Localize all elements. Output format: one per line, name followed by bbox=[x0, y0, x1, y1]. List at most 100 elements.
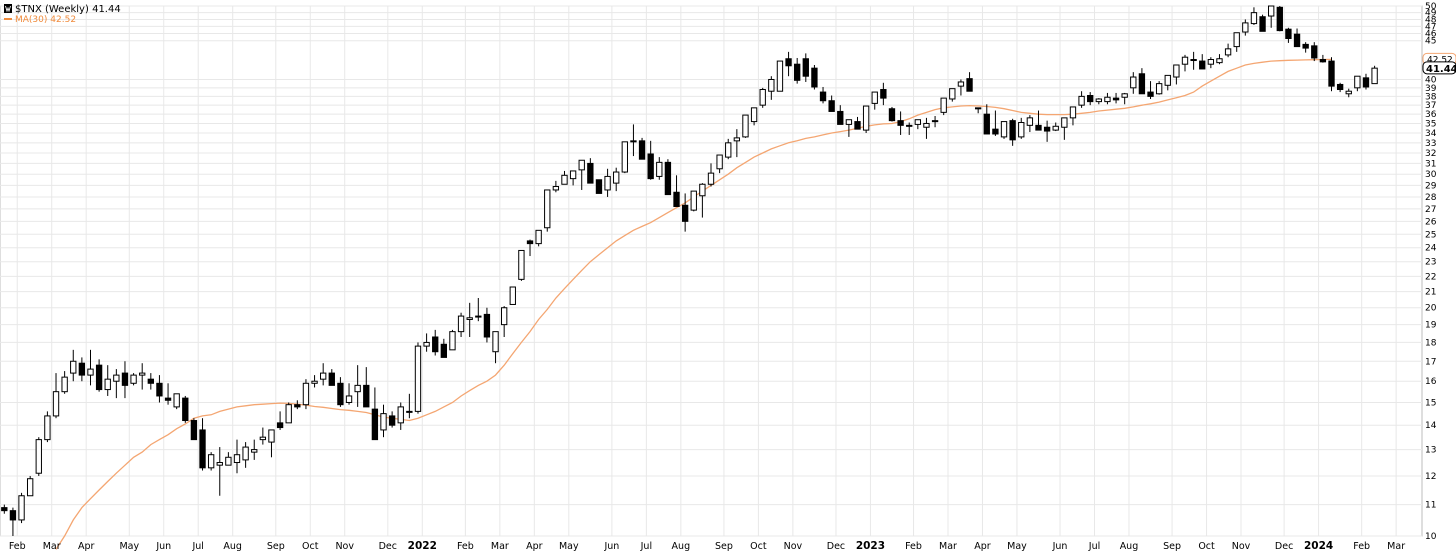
x-tick-label: Aug bbox=[1120, 541, 1139, 552]
candle-body-up bbox=[940, 97, 947, 113]
candle bbox=[768, 76, 775, 100]
candle bbox=[1216, 54, 1223, 65]
candle-body-up bbox=[776, 60, 784, 92]
candle bbox=[35, 437, 42, 476]
candle-body-up bbox=[242, 446, 249, 461]
candle bbox=[199, 418, 206, 471]
candle bbox=[811, 64, 818, 90]
candle bbox=[130, 373, 137, 386]
candle bbox=[613, 167, 620, 192]
candle bbox=[733, 129, 741, 158]
candle-body-down bbox=[595, 179, 603, 194]
candle-body-up bbox=[492, 331, 499, 353]
candle-body-up bbox=[535, 229, 542, 245]
y-tick-label: 20 bbox=[1425, 304, 1437, 314]
y-tick-label: 25 bbox=[1425, 230, 1436, 240]
candle bbox=[414, 342, 422, 414]
candle bbox=[621, 141, 628, 174]
candle-body-up bbox=[630, 140, 637, 143]
candle-body-up bbox=[750, 107, 758, 123]
candle bbox=[750, 107, 758, 126]
candle-body-down bbox=[837, 110, 844, 125]
candle bbox=[509, 286, 516, 305]
candle bbox=[940, 97, 947, 116]
candle bbox=[578, 159, 585, 190]
candle-body-up bbox=[974, 107, 982, 110]
candle bbox=[992, 110, 999, 136]
ma-badge-text: 42.52 bbox=[1427, 55, 1453, 65]
candle bbox=[794, 57, 801, 84]
y-tick-label: 21 bbox=[1425, 288, 1436, 298]
candle-body-down bbox=[647, 153, 654, 180]
candle-body-down bbox=[9, 510, 17, 521]
candle bbox=[1164, 74, 1171, 91]
candle bbox=[1130, 72, 1137, 94]
y-axis: 10 11 12 13 14 15 16 17 18 19 20 21 22 23 24 25 26 27 28 29… bbox=[1425, 2, 1437, 542]
candle-body-down bbox=[1087, 95, 1094, 103]
candle bbox=[371, 387, 379, 441]
candle-body-up bbox=[656, 161, 663, 177]
candle-body-down bbox=[897, 120, 904, 126]
candle bbox=[880, 82, 887, 106]
candle bbox=[914, 119, 922, 130]
candle-body-down bbox=[681, 204, 689, 222]
candle-body-up bbox=[113, 374, 120, 382]
candle-body-up bbox=[1018, 122, 1025, 138]
candle bbox=[1087, 92, 1094, 106]
candle bbox=[173, 393, 180, 410]
x-tick-label: 2022 bbox=[408, 540, 437, 552]
candle-body-up bbox=[225, 456, 232, 466]
candle bbox=[1078, 91, 1085, 108]
candle-body-up bbox=[1207, 59, 1215, 65]
candle-body-up bbox=[104, 378, 111, 391]
candle-body-down bbox=[147, 378, 154, 384]
y-tick-label: 35 bbox=[1425, 119, 1436, 129]
last-value-badge: 41.44 bbox=[1422, 61, 1456, 75]
candle-body-up bbox=[500, 307, 508, 326]
candle bbox=[1328, 57, 1335, 92]
candle bbox=[638, 137, 646, 160]
candle bbox=[949, 88, 956, 102]
candle bbox=[1155, 81, 1163, 95]
candle bbox=[595, 179, 603, 194]
candle-body-up bbox=[1000, 121, 1008, 138]
candle-body-up bbox=[862, 105, 870, 131]
y-tick-label: 17 bbox=[1425, 357, 1436, 367]
y-tick-label: 23 bbox=[1425, 258, 1436, 268]
ma-legend: MA(30) 42.52 bbox=[15, 15, 76, 25]
candle bbox=[630, 124, 637, 157]
candle-body-down bbox=[337, 382, 344, 406]
x-tick-label: Sep bbox=[1163, 541, 1181, 552]
candle-body-down bbox=[673, 191, 680, 207]
candle bbox=[259, 427, 267, 445]
candle-body-up bbox=[707, 172, 715, 185]
candle bbox=[380, 404, 387, 438]
candle bbox=[294, 400, 301, 410]
candle-body-up bbox=[449, 331, 456, 351]
candle bbox=[664, 159, 672, 196]
title-text: $TNX (Weekly) bbox=[15, 4, 89, 15]
candle-body-up bbox=[569, 170, 577, 180]
candle-body-up bbox=[302, 382, 310, 406]
candle-body-up bbox=[345, 395, 353, 403]
candle bbox=[707, 163, 715, 187]
x-tick-label: Mar bbox=[43, 541, 61, 552]
x-tick-label: Apr bbox=[974, 541, 991, 552]
candle-body-down bbox=[664, 161, 672, 196]
candle-body-up bbox=[871, 91, 878, 104]
candle-body-up bbox=[1121, 93, 1128, 98]
candle-body-up bbox=[561, 174, 568, 185]
candle-body-up bbox=[544, 189, 551, 229]
y-tick-label: 19 bbox=[1425, 321, 1437, 331]
candle bbox=[906, 122, 913, 135]
candle-body-down bbox=[931, 120, 939, 123]
candle bbox=[1095, 98, 1102, 105]
candle bbox=[492, 331, 499, 364]
y-tick-label: 47 bbox=[1425, 22, 1436, 32]
candle-body-down bbox=[802, 58, 809, 77]
candle bbox=[1000, 121, 1008, 139]
candle bbox=[1112, 92, 1120, 104]
candle bbox=[656, 157, 663, 180]
candle-body-up bbox=[1095, 98, 1102, 103]
candle-body-down bbox=[328, 372, 335, 386]
